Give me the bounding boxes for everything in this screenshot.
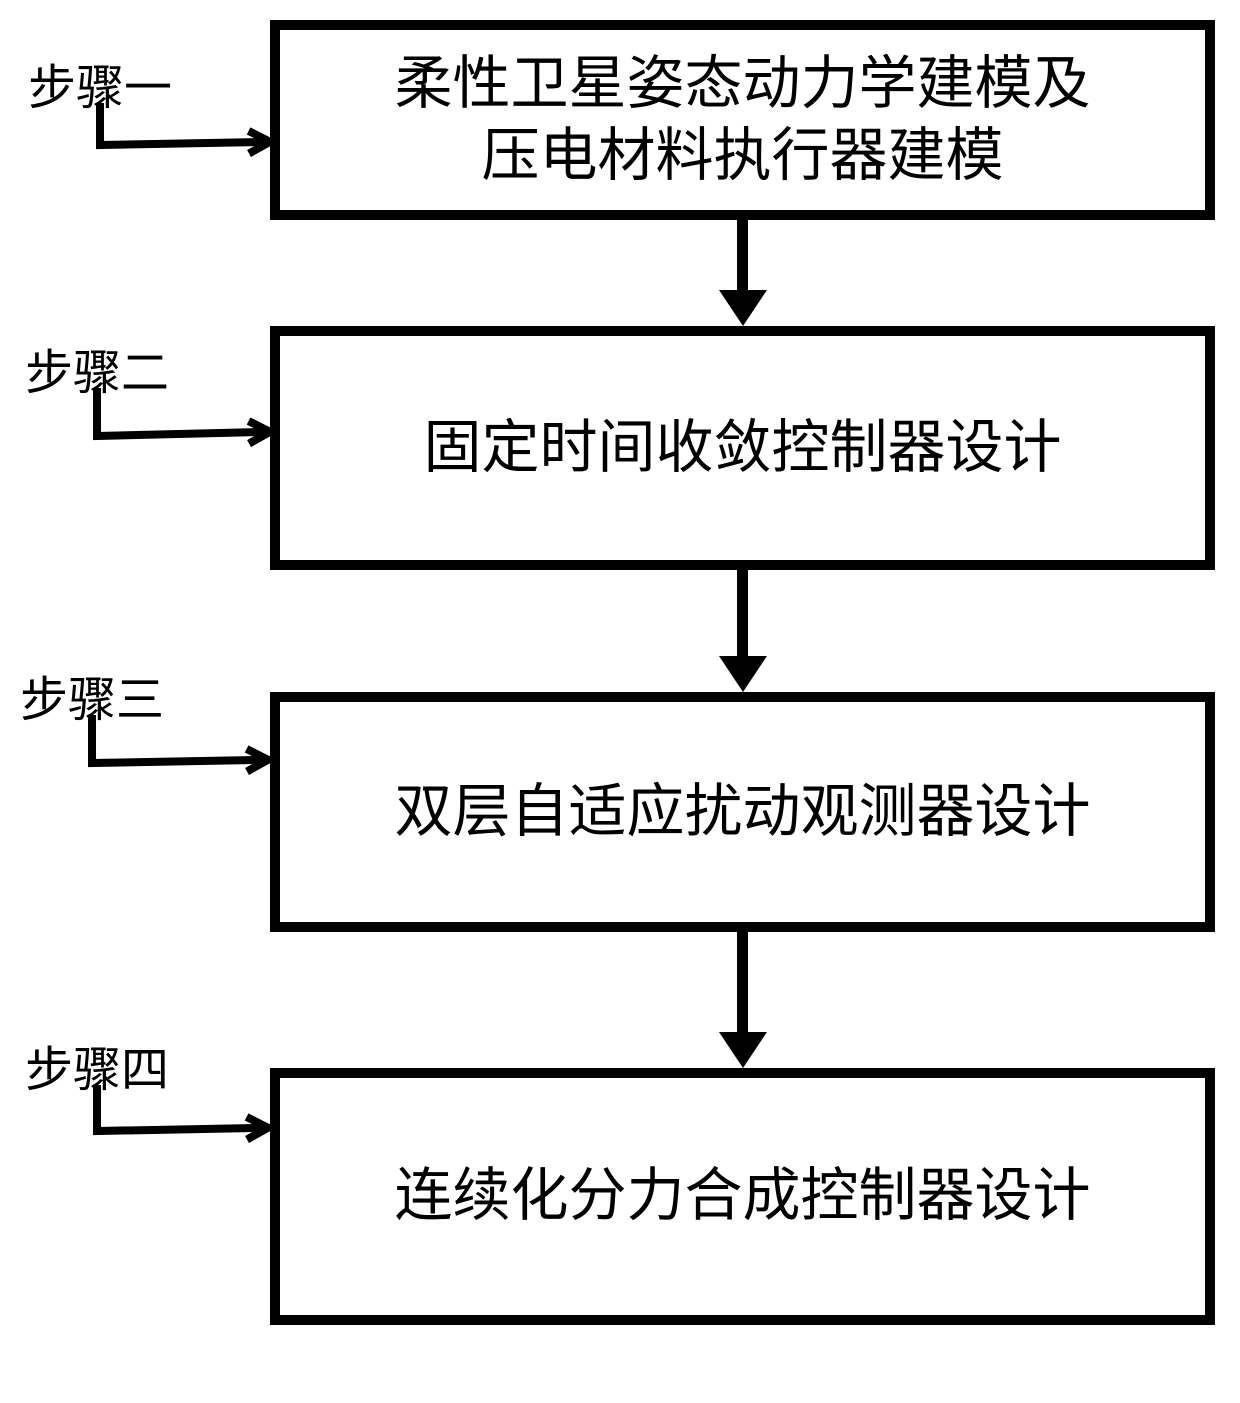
- label-pointer: [56, 679, 304, 799]
- flow-box: 连续化分力合成控制器设计: [270, 1068, 1215, 1325]
- label-pointer: [61, 1049, 304, 1167]
- arrow-shaft: [737, 570, 748, 656]
- label-pointer: [64, 67, 306, 181]
- arrow-head-icon: [719, 290, 767, 326]
- arrow-head-icon: [719, 1032, 767, 1068]
- flow-arrow: [719, 570, 767, 692]
- flow-box: 双层自适应扰动观测器设计: [270, 692, 1215, 932]
- arrow-shaft: [737, 220, 748, 290]
- flow-box: 柔性卫星姿态动力学建模及 压电材料执行器建模: [270, 20, 1215, 220]
- flow-arrow: [719, 932, 767, 1068]
- flow-box-text: 双层自适应扰动观测器设计: [394, 776, 1090, 849]
- arrow-head-icon: [719, 656, 767, 692]
- flow-box-text: 固定时间收敛控制器设计: [423, 412, 1061, 485]
- flow-box-text: 连续化分力合成控制器设计: [394, 1160, 1090, 1233]
- label-pointer: [61, 352, 306, 472]
- flow-box: 固定时间收敛控制器设计: [270, 326, 1215, 570]
- flow-arrow: [719, 220, 767, 326]
- flow-box-text: 柔性卫星姿态动力学建模及 压电材料执行器建模: [394, 48, 1090, 193]
- arrow-shaft: [737, 932, 748, 1032]
